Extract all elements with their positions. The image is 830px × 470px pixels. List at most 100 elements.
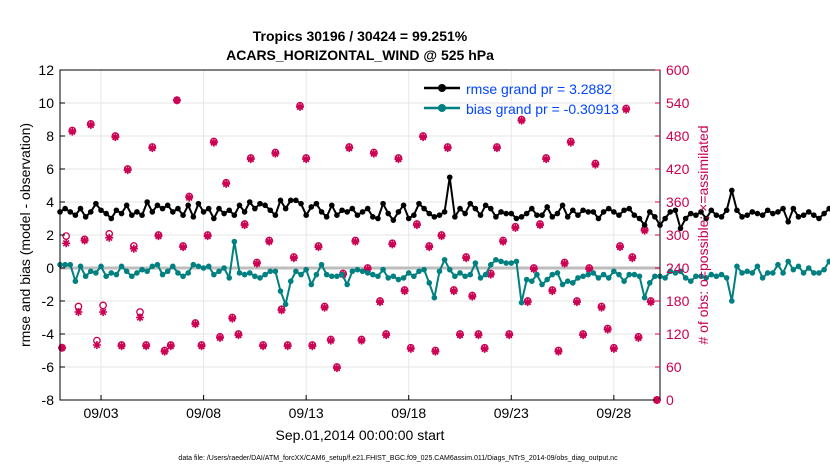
rmse-point	[154, 202, 161, 209]
bias-point	[313, 271, 320, 278]
rmse-point	[503, 210, 509, 217]
bias-point	[605, 275, 612, 281]
rmse-point	[205, 205, 212, 212]
bias-point	[72, 278, 79, 285]
obs-assimilated-marker	[172, 96, 181, 105]
rmse-point	[134, 209, 140, 215]
obs-assimilated-marker	[456, 331, 464, 340]
series-layer	[57, 174, 830, 308]
rmse-point	[359, 209, 366, 215]
y-right-tick-label: 60	[666, 359, 682, 375]
rmse-point	[93, 200, 99, 207]
rmse-point	[570, 207, 576, 214]
bias-point	[744, 268, 750, 275]
rmse-point	[180, 212, 186, 218]
rmse-point	[323, 214, 330, 220]
y-right-tick-label: 420	[666, 161, 690, 177]
obs-assimilated-marker	[246, 155, 255, 164]
rmse-point	[790, 205, 797, 212]
y-axis-label-left: rmse and bias (model - observation)	[17, 123, 33, 347]
obs-assimilated-marker	[191, 320, 200, 329]
rmse-point	[672, 207, 679, 214]
obs-assimilated-marker	[326, 336, 335, 345]
rmse-point	[390, 217, 397, 223]
bias-point	[364, 270, 371, 276]
bias-point	[154, 261, 161, 268]
rmse-point	[431, 214, 438, 220]
chart-title-line2: ACARS_HORIZONTAL_WIND @ 525 hPa	[226, 47, 494, 63]
rmse-point	[662, 215, 668, 222]
bias-point	[493, 256, 499, 263]
obs-assimilated-marker	[308, 342, 317, 351]
obs-assimilated-marker	[234, 331, 243, 340]
obs-assimilated-marker	[505, 331, 514, 340]
chart-title-line1: Tropics 30196 / 30424 = 99.251%	[253, 28, 468, 44]
bias-point	[518, 299, 525, 306]
rmse-point	[780, 205, 786, 212]
obs-assimilated-marker	[62, 239, 71, 248]
bias-point	[436, 268, 443, 275]
y-right-tick-label: 480	[666, 128, 690, 144]
x-tick-label: 09/03	[84, 405, 119, 421]
bias-point	[739, 270, 745, 276]
obs-assimilated-marker	[259, 342, 268, 351]
bias-point	[390, 273, 397, 280]
rmse-point	[421, 205, 427, 212]
obs-assimilated-marker	[185, 193, 194, 202]
rmse-point	[164, 202, 171, 209]
bias-point	[272, 268, 279, 275]
obs-assimilated-marker	[289, 254, 298, 263]
obs-assimilated-marker	[443, 144, 452, 153]
rmse-point	[528, 205, 535, 212]
rmse-point	[395, 209, 402, 215]
rmse-point	[334, 212, 340, 218]
x-axis-label: Sep.01,2014 00:00:00 start	[276, 427, 445, 443]
bias-point	[749, 270, 756, 276]
rmse-point	[611, 209, 617, 215]
y-left-tick-label: -6	[42, 359, 55, 375]
rmse-point	[139, 212, 145, 218]
y-left-tick-label: 0	[46, 260, 54, 276]
bias-point	[764, 270, 771, 276]
obs-assimilated-marker	[634, 333, 643, 342]
y-left-tick-label: -2	[42, 293, 55, 309]
bias-point	[328, 273, 335, 280]
obs-assimilated-marker	[616, 243, 624, 252]
rmse-point	[77, 205, 84, 212]
rmse-point	[600, 209, 607, 215]
rmse-point	[687, 210, 694, 217]
bias-point	[523, 276, 530, 283]
rmse-point	[621, 207, 627, 214]
x-tick-label: 09/23	[494, 405, 529, 421]
rmse-point	[472, 205, 479, 212]
bias-point	[585, 271, 592, 278]
obs-assimilated-marker	[646, 298, 655, 307]
rmse-point	[821, 210, 827, 217]
bias-point	[672, 270, 679, 276]
y-left-tick-label: 12	[38, 62, 54, 78]
bias-point	[754, 263, 761, 270]
rmse-point	[364, 205, 371, 212]
rmse-point	[370, 214, 376, 220]
bias-point	[600, 271, 607, 278]
rmse-point	[98, 207, 104, 214]
rmse-point	[380, 200, 386, 207]
bias-point	[385, 275, 392, 281]
bias-point	[139, 266, 145, 273]
rmse-point	[262, 202, 268, 209]
rmse-point	[759, 212, 766, 218]
bias-point	[180, 273, 186, 280]
bias-point	[452, 273, 458, 280]
legend-rmse-label: rmse grand pr = 3.2882	[466, 81, 612, 97]
obs-assimilated-marker	[579, 331, 588, 340]
bias-point	[759, 275, 766, 281]
obs-assimilated-marker	[357, 336, 366, 345]
bias-point	[775, 261, 781, 268]
bias-point	[134, 270, 140, 276]
rmse-point	[713, 212, 720, 218]
bias-point	[446, 266, 453, 273]
obs-assimilated-marker	[166, 342, 175, 351]
obs-assimilated-marker	[92, 341, 101, 349]
rmse-point	[128, 212, 135, 218]
rmse-point	[652, 214, 658, 220]
